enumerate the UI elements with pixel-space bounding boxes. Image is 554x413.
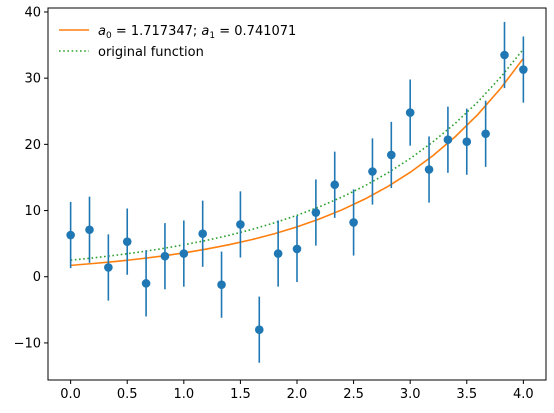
data-point <box>443 135 453 145</box>
y-tick-label: 40 <box>24 5 41 20</box>
y-tick-label: 30 <box>24 72 41 87</box>
legend: a0 = 1.717347; a1 = 0.741071 original fu… <box>59 24 296 60</box>
data-point <box>387 150 396 160</box>
legend-original-label: original function <box>98 45 204 60</box>
data-point <box>66 230 75 240</box>
data-point <box>500 50 509 60</box>
data-point <box>160 251 170 261</box>
x-tick-label: 4.0 <box>513 387 534 402</box>
x-tick-label: 1.5 <box>230 387 251 402</box>
data-point <box>254 325 264 334</box>
data-point <box>292 244 302 254</box>
y-tick-label: 0 <box>33 270 41 285</box>
x-tick-label: 2.0 <box>287 387 308 402</box>
x-tick-label: 0.0 <box>60 387 81 402</box>
data-point <box>141 279 151 288</box>
x-tick-label: 0.5 <box>117 387 138 402</box>
y-tick-label: 20 <box>24 138 41 153</box>
y-axis: −10 0 10 20 30 40 <box>14 5 48 351</box>
data-point <box>349 218 358 227</box>
y-tick-label: −10 <box>14 336 41 351</box>
plot-area <box>48 8 546 380</box>
data-point <box>198 229 207 239</box>
data-point <box>85 225 94 235</box>
y-tick-label: 10 <box>24 204 41 219</box>
x-tick-label: 1.0 <box>173 387 194 402</box>
x-tick-label: 2.5 <box>343 387 364 402</box>
legend-fit-label: a0 = 1.717347; a1 = 0.741071 <box>98 24 296 41</box>
data-point <box>481 129 490 139</box>
data-point <box>179 249 189 258</box>
x-tick-label: 3.0 <box>400 387 421 402</box>
data-point <box>273 249 283 258</box>
data-point <box>217 280 226 289</box>
data-point <box>330 180 340 190</box>
data-point <box>122 237 132 246</box>
data-point <box>519 65 528 74</box>
points-layer <box>66 21 528 363</box>
data-point <box>424 165 434 174</box>
x-tick-label: 3.5 <box>456 387 477 402</box>
data-point <box>236 220 245 229</box>
data-point <box>405 108 415 117</box>
data-point <box>104 263 113 272</box>
data-point <box>368 167 377 176</box>
x-axis: 0.0 0.5 1.0 1.5 2.0 2.5 3.0 3.5 4.0 <box>60 380 534 402</box>
plot-background <box>48 8 546 380</box>
data-point <box>311 208 321 217</box>
data-point <box>462 137 472 147</box>
